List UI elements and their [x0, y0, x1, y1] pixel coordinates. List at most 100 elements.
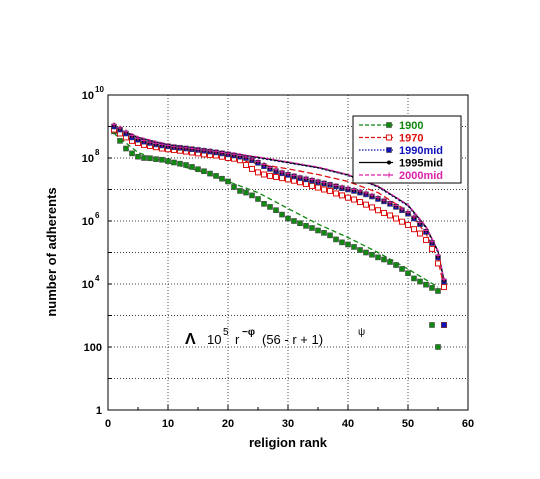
data-point-1900 — [309, 225, 315, 231]
data-point-2000mid — [189, 146, 195, 152]
data-point-1900 — [189, 164, 195, 170]
outlier-point-1900 — [429, 322, 435, 328]
data-point-1970 — [357, 199, 363, 206]
data-point-1900 — [195, 166, 201, 173]
formula-exp: 5 — [223, 327, 229, 338]
data-point-2000mid — [273, 167, 279, 173]
data-point-1900 — [333, 236, 339, 243]
data-point-2000mid — [297, 174, 303, 180]
data-point-2000mid — [405, 209, 411, 215]
data-point-2000mid — [183, 145, 189, 151]
data-point-2000mid — [387, 200, 393, 206]
data-point-2000mid — [207, 148, 213, 154]
data-point-2000mid — [333, 182, 339, 188]
data-point-1970 — [393, 215, 399, 222]
data-point-1900 — [315, 227, 321, 234]
y-tick-label: 10 — [82, 153, 94, 165]
data-point-2000mid — [321, 180, 327, 186]
legend-label-1990mid: 1990mid — [399, 145, 443, 157]
data-point-1970 — [351, 196, 357, 203]
y-tick-label: 10 — [82, 90, 94, 102]
data-point-2000mid — [363, 190, 369, 196]
data-point-1900 — [213, 173, 219, 179]
fit-curve-1970 — [113, 130, 445, 288]
data-point-2000mid — [417, 219, 423, 225]
data-point-2000mid — [399, 206, 405, 212]
data-point-2000mid — [159, 141, 165, 147]
data-point-1970 — [369, 204, 375, 211]
data-point-1900 — [171, 159, 177, 166]
data-point-2000mid — [429, 239, 435, 245]
legend-marker-2000mid — [386, 172, 392, 178]
data-point-1900 — [345, 241, 351, 248]
data-point-1900 — [261, 201, 267, 207]
legend-label-1970: 1970 — [399, 133, 423, 145]
data-point-2000mid — [309, 176, 315, 182]
data-point-2000mid — [249, 156, 255, 162]
data-point-2000mid — [411, 214, 417, 220]
data-point-1970 — [411, 226, 417, 233]
data-point-2000mid — [141, 137, 147, 143]
data-point-2000mid — [177, 144, 183, 150]
y-tick-exponent: 10 — [95, 85, 104, 94]
data-point-1970 — [255, 169, 261, 176]
data-point-1900 — [117, 138, 123, 144]
data-point-2000mid — [195, 146, 201, 152]
data-point-2000mid — [165, 142, 171, 148]
x-tick-label: 10 — [162, 418, 174, 430]
data-point-1900 — [297, 220, 303, 227]
data-point-1970 — [261, 171, 267, 178]
formula-annotation: Λ 10 5 r −φ (56 - r + 1) ψ — [185, 327, 365, 348]
data-point-2000mid — [129, 132, 135, 138]
data-point-1900 — [243, 189, 249, 196]
data-point-1970 — [243, 161, 249, 168]
data-point-1900 — [123, 145, 129, 152]
data-point-2000mid — [315, 178, 321, 184]
data-point-1900 — [411, 275, 417, 282]
data-point-1970 — [429, 245, 435, 252]
data-point-2000mid — [267, 164, 273, 170]
data-point-1900 — [129, 150, 135, 157]
data-point-1900 — [177, 160, 183, 167]
formula-exp2: −φ — [242, 327, 255, 338]
x-tick-label: 0 — [105, 418, 111, 430]
formula-lead: Λ — [185, 331, 196, 348]
outlier-point-1990mid — [441, 322, 447, 328]
data-point-2000mid — [261, 162, 267, 168]
data-point-1900 — [141, 155, 147, 161]
data-point-1900 — [183, 162, 189, 168]
data-point-2000mid — [147, 139, 153, 145]
data-point-2000mid — [441, 276, 447, 282]
data-point-1900 — [279, 211, 285, 218]
data-point-2000mid — [111, 122, 117, 128]
legend-marker-1995mid — [387, 160, 391, 165]
data-point-1970 — [435, 260, 441, 267]
data-point-2000mid — [369, 192, 375, 198]
data-point-1900 — [375, 254, 381, 261]
data-point-1900 — [237, 188, 243, 194]
data-point-2000mid — [225, 150, 231, 156]
data-point-1900 — [417, 278, 423, 285]
data-point-2000mid — [285, 171, 291, 177]
data-point-1900 — [249, 192, 255, 199]
data-marks — [111, 122, 447, 350]
data-point-1970 — [273, 173, 279, 180]
data-point-1970 — [399, 218, 405, 225]
data-point-2000mid — [291, 172, 297, 178]
data-point-2000mid — [345, 185, 351, 191]
data-point-2000mid — [423, 227, 429, 233]
y-tick-label: 1 — [96, 405, 102, 417]
data-point-2000mid — [237, 153, 243, 159]
data-point-1900 — [273, 207, 279, 214]
data-point-1900 — [153, 156, 159, 162]
data-point-1900 — [159, 156, 165, 163]
data-point-2000mid — [393, 203, 399, 209]
data-point-1900 — [339, 239, 345, 246]
data-point-1900 — [201, 168, 207, 175]
formula-tail: (56 - r + 1) — [262, 332, 323, 347]
data-point-2000mid — [213, 149, 219, 155]
data-point-2000mid — [339, 184, 345, 190]
data-point-2000mid — [279, 169, 285, 175]
